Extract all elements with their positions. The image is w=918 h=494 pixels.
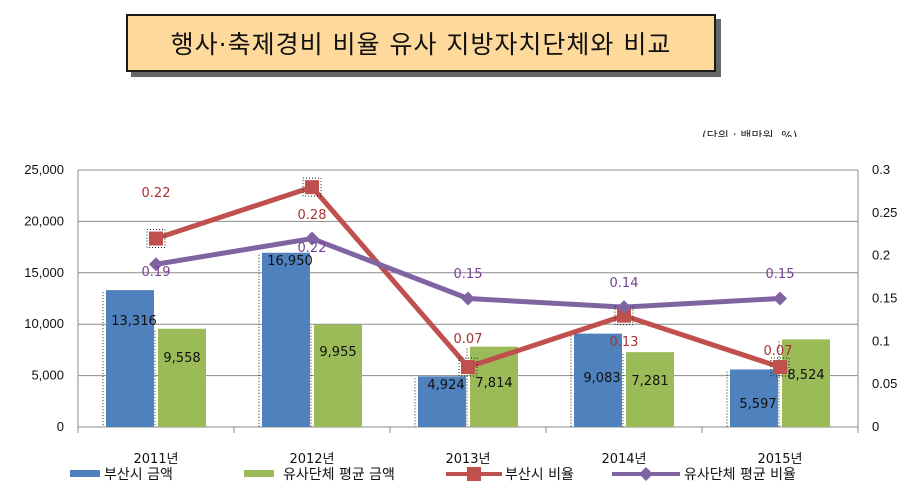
line-busan-value-label: 0.13 xyxy=(610,335,639,350)
x-tick-label: 2015년 xyxy=(757,452,802,467)
x-tick-label: 2013년 xyxy=(445,452,490,467)
legend-label: 유사단체 평균 비율 xyxy=(684,467,796,483)
y-right-tick-label: 0.2 xyxy=(872,248,890,263)
bar-similar-value-label: 9,558 xyxy=(163,351,200,366)
bar-similar-value-label: 7,814 xyxy=(475,376,512,391)
line-busan-value-label: 0.07 xyxy=(454,332,483,347)
y-left-tick-label: 5,000 xyxy=(31,368,64,383)
line-busan-value-label: 0.22 xyxy=(142,186,171,201)
legend-label: 부산시 비율 xyxy=(505,467,574,483)
line-busan-value-label: 0.28 xyxy=(298,208,327,223)
bar-similar-value-label: 9,955 xyxy=(319,345,356,360)
marker-similar-ratio xyxy=(773,291,787,306)
line-similar-value-label: 0.14 xyxy=(610,276,639,291)
bar-busan-value-label: 9,083 xyxy=(583,371,620,386)
marker-shadow xyxy=(302,177,322,197)
x-tick-label: 2012년 xyxy=(289,452,334,467)
legend-swatch xyxy=(244,470,274,477)
marker-similar-ratio xyxy=(149,257,163,272)
marker-similar-ratio xyxy=(617,300,631,315)
marker-shadow xyxy=(146,229,166,249)
legend-swatch-marker xyxy=(467,467,481,481)
marker-busan-ratio xyxy=(149,231,163,246)
y-left-tick-label: 20,000 xyxy=(24,213,64,228)
bar-similar-value-label: 8,524 xyxy=(787,368,824,383)
bar-busan-value-label: 4,924 xyxy=(427,378,464,393)
bar-similar-amount xyxy=(158,328,206,427)
y-left-tick-label: 10,000 xyxy=(24,316,64,331)
line-busan-value-label: 0.07 xyxy=(764,344,793,359)
y-right-tick-label: 0.1 xyxy=(872,333,890,348)
marker-shadow xyxy=(458,357,478,377)
x-tick-label: 2011년 xyxy=(133,452,178,467)
y-right-tick-label: 0.05 xyxy=(872,376,897,391)
y-left-tick-label: 25,000 xyxy=(24,162,64,177)
bar-busan-value-label: 13,316 xyxy=(111,314,157,329)
bar-busan-amount xyxy=(730,369,778,427)
bar-similar-amount xyxy=(314,324,362,427)
legend-label: 부산시 금액 xyxy=(104,467,173,483)
marker-similar-ratio xyxy=(461,291,475,306)
marker-similar-ratio xyxy=(305,231,319,246)
line-similar-value-label: 0.15 xyxy=(454,267,483,282)
y-right-tick-label: 0.25 xyxy=(872,205,897,220)
marker-busan-ratio xyxy=(305,180,319,195)
y-right-tick-label: 0.3 xyxy=(872,162,890,177)
bar-busan-amount xyxy=(262,252,310,427)
bar-similar-value-label: 7,281 xyxy=(631,374,668,389)
bar-busan-amount xyxy=(418,376,466,427)
y-right-tick-label: 0.15 xyxy=(872,291,897,306)
y-right-tick-label: 0 xyxy=(872,419,879,434)
legend-swatch xyxy=(70,470,100,477)
unit-label: (단위 : 백만원, %) xyxy=(702,129,798,137)
bar-busan-value-label: 16,950 xyxy=(267,254,313,269)
marker-busan-ratio xyxy=(617,308,631,323)
legend-swatch-marker xyxy=(639,467,653,481)
bar-busan-amount xyxy=(106,290,154,427)
y-left-tick-label: 15,000 xyxy=(24,265,64,280)
y-left-tick-label: 0 xyxy=(57,419,64,434)
legend-label: 유사단체 평균 금액 xyxy=(283,467,395,483)
line-similar-value-label: 0.22 xyxy=(298,241,327,256)
marker-busan-ratio xyxy=(461,360,475,375)
chart-title: 행사·축제경비 비율 유사 지방자치단체와 비교 xyxy=(126,14,716,72)
line-similar-value-label: 0.15 xyxy=(766,267,795,282)
bar-busan-value-label: 5,597 xyxy=(739,397,776,412)
x-tick-label: 2014년 xyxy=(601,452,646,467)
marker-shadow xyxy=(770,357,790,377)
line-similar-value-label: 0.19 xyxy=(142,265,171,280)
marker-busan-ratio xyxy=(773,360,787,375)
bar-similar-amount xyxy=(782,339,830,427)
bar-busan-amount xyxy=(574,333,622,427)
bar-similar-amount xyxy=(626,352,674,427)
